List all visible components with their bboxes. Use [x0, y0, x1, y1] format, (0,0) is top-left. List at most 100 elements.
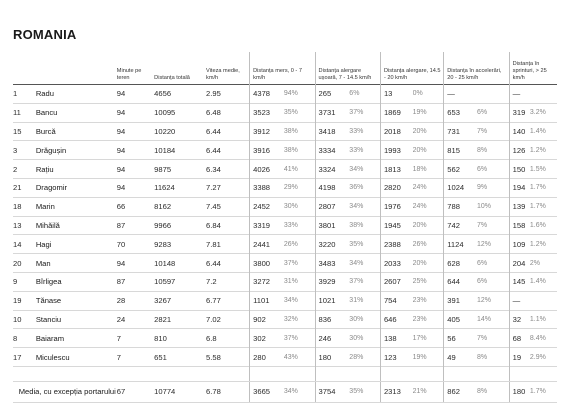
jog-percent: 34%: [349, 159, 381, 179]
accel-distance: 1124: [443, 234, 477, 254]
average-speed: 7.81: [206, 234, 250, 254]
walk-distance: 4026: [249, 159, 284, 179]
walk-percent: 43%: [283, 347, 316, 367]
run-distance: 1993: [379, 140, 413, 160]
page-title: ROMANIA: [13, 27, 77, 42]
jog-distance: 180: [314, 347, 350, 367]
header-sprint: Distanța în sprinturi, > 25 km/h: [508, 52, 557, 85]
table-row: 18 Marin 66 8162 7.45 2452 30% 2807 34% 1976 24% 78…: [13, 196, 557, 217]
sprint-distance: 140: [508, 121, 530, 141]
average-sprint-pct: 1.7%: [529, 380, 557, 403]
run-distance: 2388: [379, 234, 413, 254]
minutes-played: 94: [116, 121, 155, 141]
average-speed: 7.27: [206, 177, 250, 198]
jog-distance: 3334: [314, 140, 350, 160]
table-row: 1 Radu 94 4656 2.95 4378 94% 265 6% 13 0% — —: [13, 84, 557, 104]
jog-distance: 4198: [314, 177, 350, 198]
average-speed: 6.44: [206, 121, 250, 141]
jog-percent: 31%: [349, 290, 381, 311]
player-name: Baiaram: [35, 328, 117, 348]
accel-percent: 14%: [476, 309, 510, 329]
table-body: 1 Radu 94 4656 2.95 4378 94% 265 6% 13 0% — —11 Bancu…: [13, 84, 557, 367]
average-sprint: 180: [508, 380, 530, 403]
sprint-distance: 194: [508, 177, 530, 198]
sprint-distance: —: [508, 290, 530, 311]
minutes-played: 7: [116, 347, 155, 367]
jog-percent: 33%: [349, 140, 381, 160]
player-number: 15: [13, 121, 36, 141]
player-name: Marin: [35, 196, 117, 217]
average-minutes: 67: [116, 380, 155, 403]
accel-distance: 56: [443, 328, 477, 348]
sprint-percent: 1.4%: [529, 271, 557, 292]
walk-percent: 41%: [283, 159, 316, 179]
total-distance: 11624: [154, 177, 207, 198]
jog-percent: 30%: [349, 328, 381, 348]
sprint-distance: —: [508, 84, 530, 104]
jog-percent: 34%: [349, 253, 381, 273]
header-jog: Distanța alergare ușoară, 7 - 14.5 km/h: [314, 52, 381, 85]
sprint-distance: 158: [508, 215, 530, 235]
walk-percent: 29%: [283, 177, 316, 198]
jog-percent: 37%: [349, 271, 381, 292]
spacer-row: [13, 365, 557, 382]
sprint-distance: 68: [508, 328, 530, 348]
header-total-distance: Distanța totală: [154, 75, 190, 81]
jog-percent: 30%: [349, 309, 381, 329]
player-name: Radu: [35, 84, 117, 104]
jog-percent: 28%: [349, 347, 381, 367]
sprint-percent: 1.6%: [529, 215, 557, 235]
accel-distance: 788: [443, 196, 477, 217]
total-distance: 9966: [154, 215, 207, 235]
walk-percent: 26%: [283, 234, 316, 254]
run-percent: 17%: [412, 328, 444, 348]
average-total-distance: 10774: [154, 380, 207, 403]
run-percent: 20%: [412, 215, 444, 235]
table-row: 2 Rațiu 94 9875 6.34 4026 41% 3324 34% 1813 18% 562…: [13, 159, 557, 179]
walk-distance: 302: [249, 328, 284, 348]
run-percent: 23%: [412, 290, 444, 311]
average-speed: 7.45: [206, 196, 250, 217]
minutes-played: 94: [116, 253, 155, 273]
walk-percent: 94%: [283, 84, 316, 104]
header-accel: Distanța în accelerări, 20 - 25 km/h: [443, 52, 510, 85]
player-name: Burcă: [35, 121, 117, 141]
accel-percent: 9%: [476, 177, 510, 198]
run-percent: 25%: [412, 271, 444, 292]
player-number: 11: [13, 102, 36, 123]
total-distance: 10220: [154, 121, 207, 141]
table-row: 15 Burcă 94 10220 6.44 3912 38% 3418 33% 2018 20% 7…: [13, 121, 557, 141]
run-distance: 2820: [379, 177, 413, 198]
walk-distance: 3916: [249, 140, 284, 160]
average-speed: 2.95: [206, 84, 250, 104]
header-name: [36, 52, 117, 85]
walk-percent: 32%: [283, 309, 316, 329]
run-percent: 24%: [412, 196, 444, 217]
minutes-played: 66: [116, 196, 155, 217]
walk-distance: 3388: [249, 177, 284, 198]
run-distance: 13: [379, 84, 413, 104]
run-percent: 23%: [412, 309, 444, 329]
run-percent: 19%: [412, 102, 444, 123]
walk-percent: 37%: [283, 328, 316, 348]
sprint-distance: 139: [508, 196, 530, 217]
run-distance: 2018: [379, 121, 413, 141]
header-run: Distanța alergare, 14.5 - 20 km/h: [379, 52, 444, 85]
player-number: 9: [13, 271, 36, 292]
player-number: 10: [13, 309, 36, 329]
run-distance: 1945: [379, 215, 413, 235]
jog-percent: 36%: [349, 177, 381, 198]
table-row: 21 Dragomir 94 11624 7.27 3388 29% 4198 36% 2820 2…: [13, 177, 557, 198]
total-distance: 9283: [154, 234, 207, 254]
total-distance: 10597: [154, 271, 207, 292]
table-row: 9 Bîrligea 87 10597 7.2 3272 31% 3929 37% 2607 25%…: [13, 271, 557, 292]
average-walk-pct: 34%: [283, 380, 316, 403]
run-percent: 20%: [412, 140, 444, 160]
total-distance: 9875: [154, 159, 207, 179]
player-number: 19: [13, 290, 36, 311]
accel-percent: 12%: [476, 234, 510, 254]
walk-distance: 1101: [249, 290, 284, 311]
total-distance: 10184: [154, 140, 207, 160]
accel-distance: 562: [443, 159, 477, 179]
player-name: Miculescu: [35, 347, 117, 367]
